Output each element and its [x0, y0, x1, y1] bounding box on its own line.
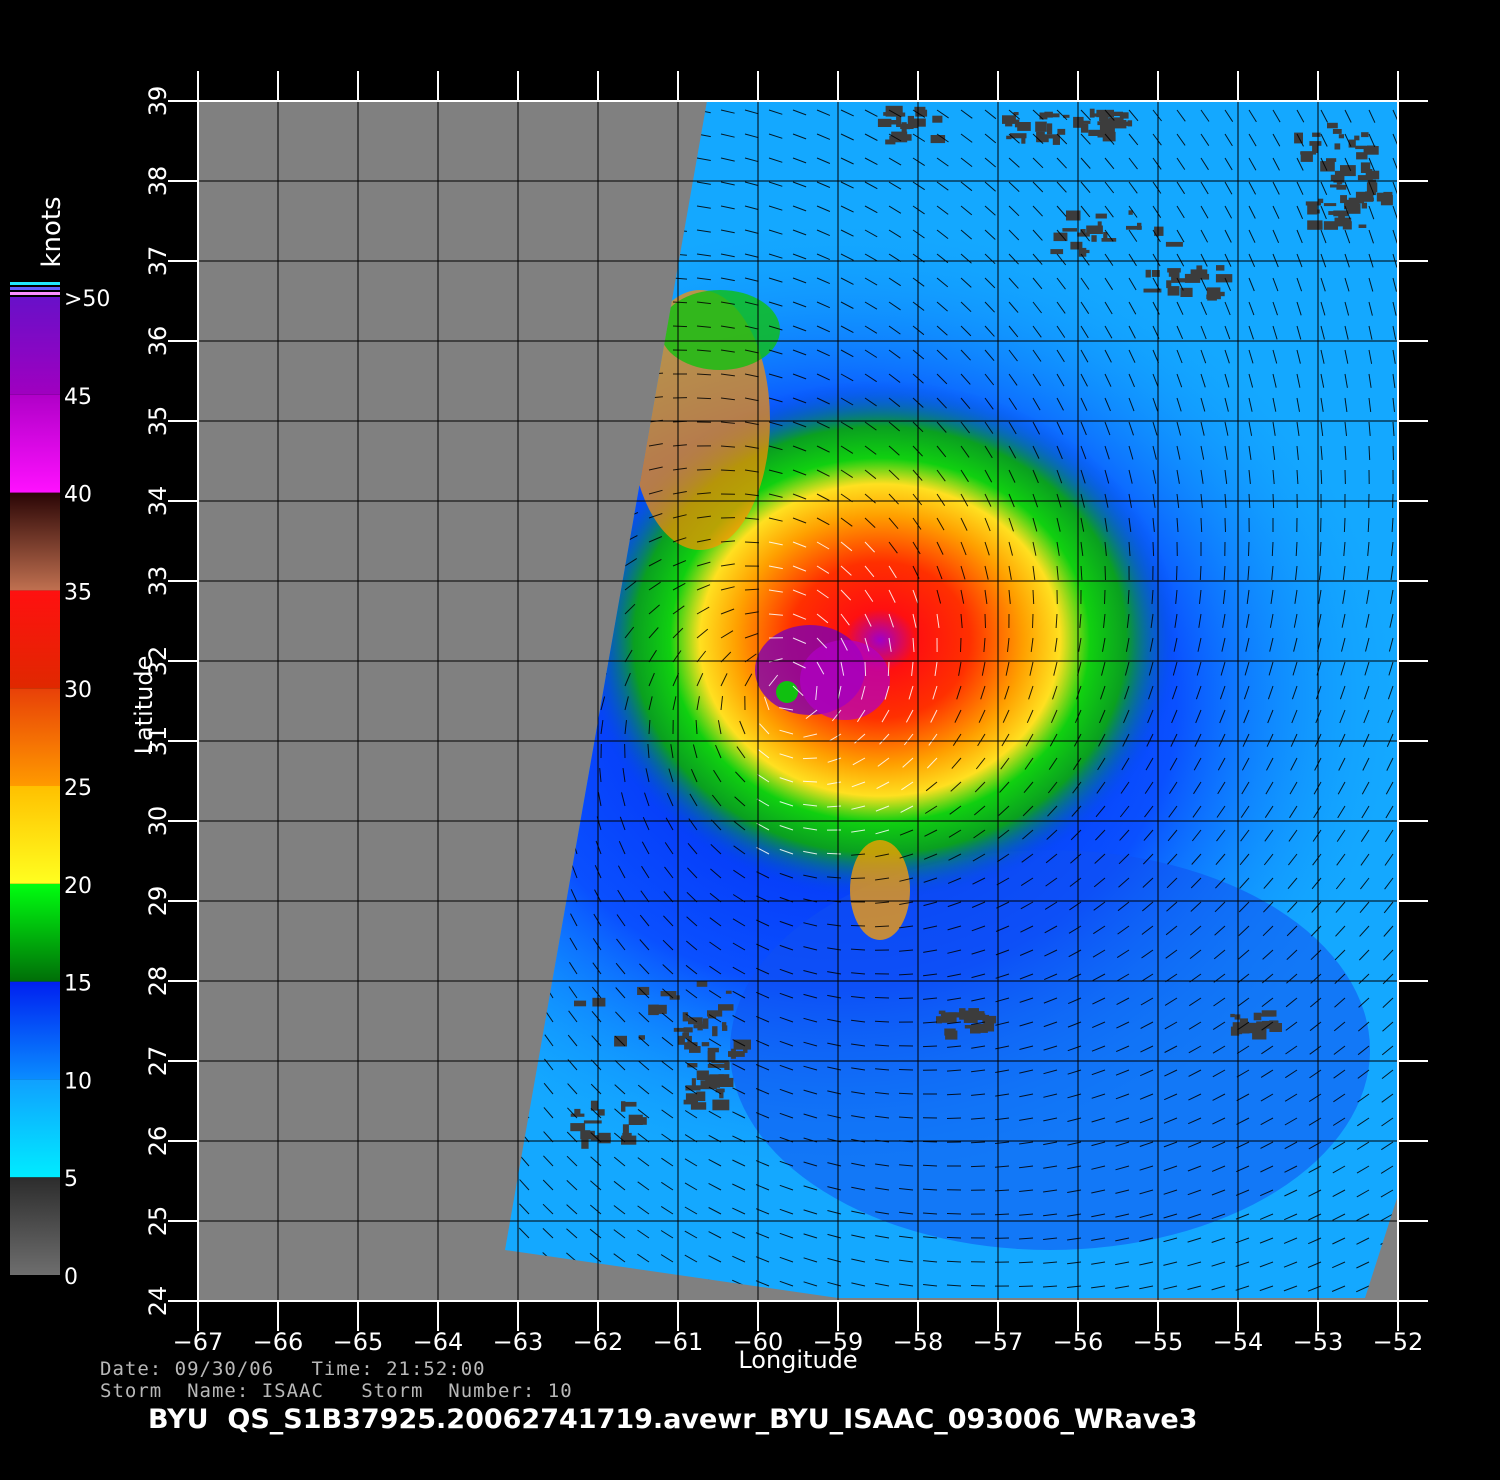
y-tick-label: 30 — [144, 806, 172, 837]
colorbar-segment — [10, 492, 60, 591]
colorbar-tick-label: 20 — [64, 874, 92, 899]
x-tick-label: −53 — [1293, 1328, 1344, 1356]
lat-lon-grid — [198, 101, 1398, 1301]
y-tick-label: 31 — [144, 726, 172, 757]
x-tick-label: −60 — [733, 1328, 784, 1356]
colorbar-segment — [10, 1177, 60, 1275]
colorbar-labels: 0 5 10 15 20 25 30 35 40 45 >50 — [64, 287, 110, 1290]
y-axis-label: Latitude — [130, 656, 158, 755]
x-tick-label: −64 — [413, 1328, 464, 1356]
plot-frame — [197, 100, 1399, 1302]
x-tick-label: −58 — [893, 1328, 944, 1356]
colorbar-segment — [10, 883, 60, 982]
colorbar-overflow-marker — [10, 282, 60, 295]
colorbar-tick-label: 25 — [64, 776, 92, 801]
x-tick-label: −61 — [653, 1328, 704, 1356]
colorbar-segment — [10, 1079, 60, 1178]
wind-speed-colorbar — [10, 297, 60, 1275]
x-tick-label: −52 — [1373, 1328, 1424, 1356]
colorbar-tick-label: 0 — [64, 1265, 78, 1290]
colorbar-tick-label: 30 — [64, 678, 92, 703]
y-tick-label: 28 — [144, 966, 172, 997]
colorbar-tick-label: 35 — [64, 580, 92, 605]
colorbar-tick-label: 10 — [64, 1069, 92, 1094]
y-tick-label: 29 — [144, 886, 172, 917]
date-time-line: Date: 09/30/06 Time: 21:52:00 — [100, 1358, 486, 1380]
colorbar-segment — [10, 297, 60, 395]
colorbar-segment — [10, 981, 60, 1080]
y-tick-label: 34 — [144, 486, 172, 517]
colorbar-tick-label: 40 — [64, 483, 92, 508]
colorbar-units-label: knots — [37, 196, 67, 267]
x-tick-label: −62 — [573, 1328, 624, 1356]
rain-flag-patches — [570, 105, 1393, 1149]
x-tick-label: −63 — [493, 1328, 544, 1356]
colorbar-segment — [10, 590, 60, 689]
colorbar-tick-label: 15 — [64, 972, 92, 997]
y-tick-label: 38 — [144, 166, 172, 197]
x-tick-label: −66 — [253, 1328, 304, 1356]
colorbar-segment — [10, 786, 60, 884]
y-tick-labels: 24 25 26 27 28 29 30 31 32 33 34 35 36 37 38 39 — [144, 86, 172, 1317]
axis-ticks — [168, 71, 1428, 1331]
y-tick-label: 26 — [144, 1126, 172, 1157]
colorbar-tick-label: 5 — [64, 1167, 78, 1192]
storm-name-line: Storm Name: ISAAC Storm Number: 10 — [100, 1380, 573, 1402]
x-tick-label: −56 — [1053, 1328, 1104, 1356]
y-tick-label: 32 — [144, 646, 172, 677]
y-tick-label: 27 — [144, 1046, 172, 1077]
y-tick-label: 25 — [144, 1206, 172, 1237]
colorbar-tick-label: >50 — [64, 287, 110, 312]
file-title: BYU QS_S1B37925.20062741719.avewr_BYU_IS… — [148, 1404, 1198, 1435]
y-tick-label: 35 — [144, 406, 172, 437]
x-tick-label: −57 — [973, 1328, 1024, 1356]
y-tick-label: 36 — [144, 326, 172, 357]
x-tick-label: −55 — [1133, 1328, 1184, 1356]
colorbar-segment — [10, 394, 60, 493]
x-tick-label: −67 — [173, 1328, 224, 1356]
x-tick-label: −59 — [813, 1328, 864, 1356]
x-tick-label: −54 — [1213, 1328, 1264, 1356]
x-tick-labels: −67 −66 −65 −64 −63 −62 −61 −60 −59 −58 −57 −56 −55 −… — [173, 1328, 1424, 1356]
y-tick-label: 24 — [144, 1286, 172, 1317]
colorbar-tick-label: 45 — [64, 385, 92, 410]
y-tick-label: 33 — [144, 566, 172, 597]
y-tick-label: 37 — [144, 246, 172, 277]
x-axis-label: Longitude — [738, 1346, 857, 1374]
colorbar-segment — [10, 688, 60, 786]
y-tick-label: 39 — [144, 86, 172, 117]
x-tick-label: −65 — [333, 1328, 384, 1356]
